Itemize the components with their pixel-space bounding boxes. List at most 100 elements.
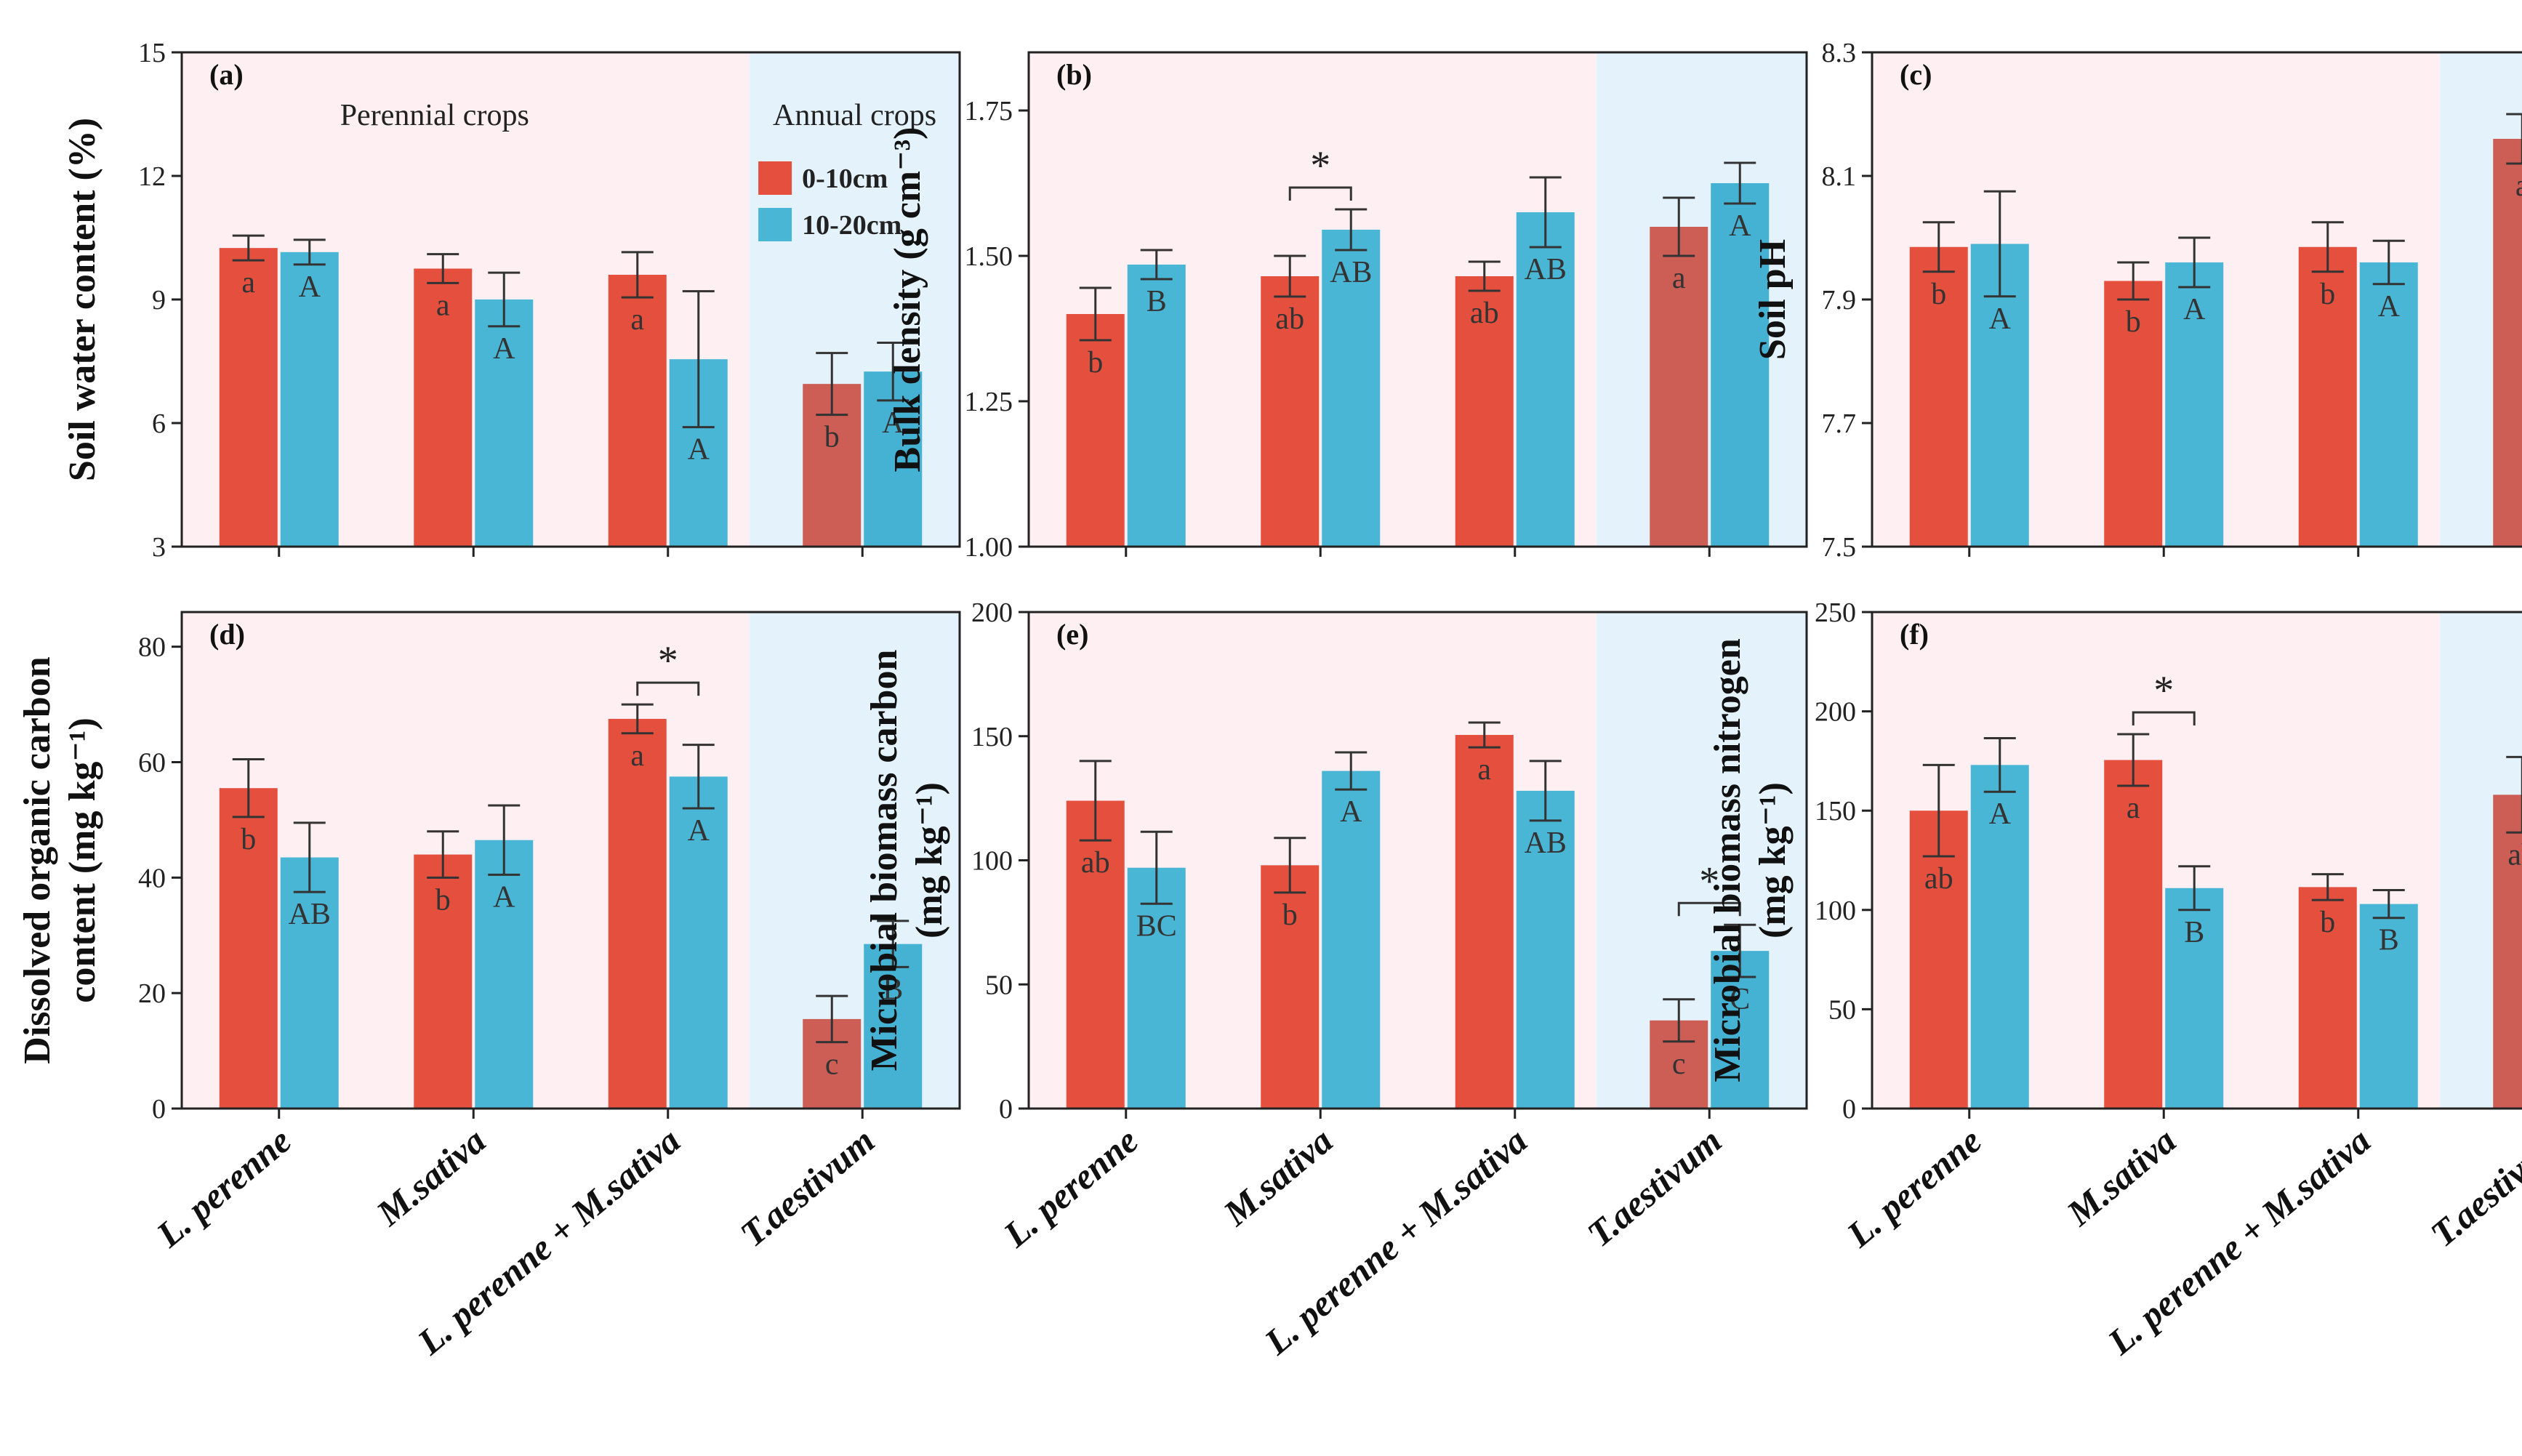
significance-letter: A	[688, 814, 710, 848]
bar	[1066, 800, 1125, 1109]
error-bar	[2372, 239, 2405, 286]
bar	[1322, 771, 1381, 1109]
y-tick-label: 100	[971, 846, 1013, 877]
error-bar	[1529, 176, 1562, 249]
error-bar	[488, 804, 521, 876]
y-tick-label: 7.9	[1822, 285, 1857, 315]
significance-letter: A	[2378, 290, 2401, 323]
bar	[2165, 262, 2224, 547]
legend-swatch	[758, 208, 792, 241]
error-bar	[1140, 830, 1173, 905]
error-bar	[1983, 190, 2016, 298]
y-axis-title: Microbial biomass carbon	[864, 650, 905, 1071]
y-axis-title: Soil pH	[1752, 239, 1794, 360]
x-category-label: M.sativa	[2058, 1120, 2183, 1234]
bar	[475, 840, 534, 1109]
bar	[1066, 314, 1125, 547]
y-tick-label: 1.25	[965, 387, 1013, 417]
error-bar	[2178, 236, 2211, 289]
bar	[608, 275, 667, 547]
error-bar	[293, 238, 326, 266]
y-tick-label: 8.1	[1822, 161, 1857, 192]
error-bar	[293, 821, 326, 893]
bar	[2298, 246, 2357, 547]
bar	[2104, 281, 2163, 547]
legend-label: 0-10cm	[802, 164, 888, 194]
y-axis-title: Soil water content (%)	[62, 118, 103, 481]
x-category-label: T.aestivum	[732, 1120, 882, 1255]
significance-letter: c	[825, 1048, 839, 1082]
significance-letter: A	[299, 270, 321, 304]
bar	[2359, 904, 2418, 1109]
y-axis-title: (mg kg⁻¹)	[1752, 782, 1794, 938]
bar	[475, 299, 534, 547]
panel-d: b AB b Aa Ac B * 0 20 40 60 80 (d) Dissolved organic …	[17, 611, 961, 1363]
bar	[219, 788, 278, 1109]
significance-letter: a	[2127, 792, 2140, 825]
significance-star: *	[1699, 858, 1719, 904]
error-bar	[1274, 254, 1306, 298]
y-tick-label: 0	[999, 1094, 1013, 1125]
significance-letter: A	[493, 880, 515, 914]
bar	[2493, 139, 2522, 547]
bar	[219, 248, 278, 547]
y-tick-label: 100	[1815, 896, 1856, 926]
significance-letter: b	[1282, 898, 1298, 932]
y-tick-label: 80	[138, 632, 166, 663]
plot-frame	[1871, 611, 2522, 1110]
y-tick-label: 50	[985, 970, 1013, 1000]
bar	[1455, 276, 1514, 547]
significance-letter: b	[2126, 305, 2141, 339]
panel-label: (b)	[1056, 58, 1092, 91]
bar	[669, 776, 728, 1109]
bar	[414, 854, 473, 1109]
significance-letter: a	[630, 739, 644, 773]
error-bar	[1335, 751, 1368, 791]
bar	[2104, 760, 2163, 1109]
significance-letter: b	[2320, 906, 2335, 939]
y-tick-label: 3	[152, 532, 166, 563]
error-bar	[1335, 208, 1368, 252]
y-tick-label: 7.7	[1822, 409, 1857, 439]
error-bar	[1724, 923, 1756, 978]
error-bar	[427, 830, 459, 879]
significance-letter: A	[2183, 293, 2206, 326]
legend-label: 10-20cm	[802, 210, 901, 241]
bar	[1516, 790, 1575, 1109]
significance-star: *	[2153, 668, 2174, 713]
significance-bracket	[2132, 711, 2196, 726]
error-bar	[1079, 286, 1112, 342]
y-tick-label: 60	[138, 747, 166, 778]
significance-letter: AB	[289, 898, 331, 931]
error-bar	[232, 758, 265, 819]
significance-letter: AB	[1330, 256, 1372, 289]
panel-label: (a)	[209, 58, 244, 91]
y-tick-label: 9	[152, 285, 166, 315]
bar	[280, 857, 339, 1109]
error-bar	[1983, 736, 2016, 793]
significance-letter: a	[630, 303, 644, 337]
significance-letter: a	[1477, 753, 1491, 787]
y-axis-title: Dissolved organic carbon	[17, 656, 58, 1064]
y-tick-label: 150	[971, 722, 1013, 752]
bar	[1909, 811, 1968, 1109]
bar	[608, 718, 667, 1109]
x-category-label: M.sativa	[1215, 1120, 1340, 1234]
significance-letter: c	[1672, 1047, 1686, 1081]
error-bar	[1468, 721, 1501, 749]
significance-letter: B	[883, 973, 903, 1006]
significance-letter: ab	[1081, 846, 1110, 880]
error-bar	[816, 994, 848, 1044]
significance-letter: B	[2184, 916, 2204, 949]
y-tick-label: 8.3	[1822, 38, 1857, 68]
error-bar	[232, 234, 265, 262]
error-bar	[682, 744, 715, 810]
bar	[1127, 867, 1186, 1109]
bar	[414, 268, 473, 547]
error-bar	[2506, 113, 2522, 165]
y-tick-label: 40	[138, 863, 166, 893]
significance-letter: B	[2379, 924, 2399, 957]
y-tick-label: 1.75	[965, 96, 1013, 126]
